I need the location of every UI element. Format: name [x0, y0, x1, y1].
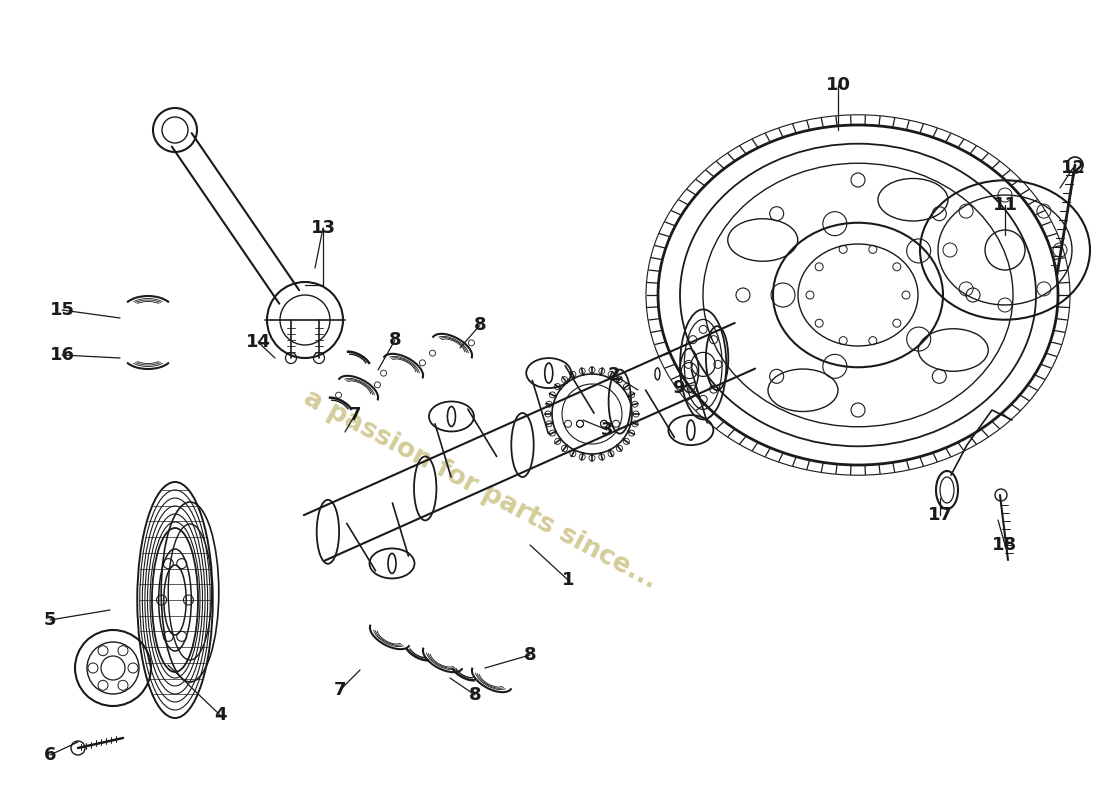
- Text: 1: 1: [562, 571, 574, 589]
- Text: 7: 7: [349, 406, 361, 424]
- Text: 15: 15: [50, 301, 75, 319]
- Text: a passion for parts since...: a passion for parts since...: [299, 386, 661, 594]
- Text: 7: 7: [333, 681, 346, 699]
- Text: 10: 10: [825, 76, 850, 94]
- Text: 8: 8: [524, 646, 537, 664]
- Text: 8: 8: [469, 686, 482, 704]
- Text: 8: 8: [474, 316, 486, 334]
- Text: 2: 2: [607, 366, 620, 384]
- Text: 6: 6: [44, 746, 56, 764]
- Text: 17: 17: [927, 506, 953, 524]
- Text: 16: 16: [50, 346, 75, 364]
- Text: 11: 11: [992, 196, 1018, 214]
- Text: 18: 18: [992, 536, 1018, 554]
- Text: 4: 4: [213, 706, 227, 724]
- Text: 14: 14: [245, 333, 271, 351]
- Text: 3: 3: [601, 421, 614, 439]
- Text: 5: 5: [44, 611, 56, 629]
- Text: 9: 9: [672, 379, 684, 397]
- Text: 13: 13: [310, 219, 336, 237]
- Text: 8: 8: [388, 331, 401, 349]
- Text: 12: 12: [1060, 159, 1086, 177]
